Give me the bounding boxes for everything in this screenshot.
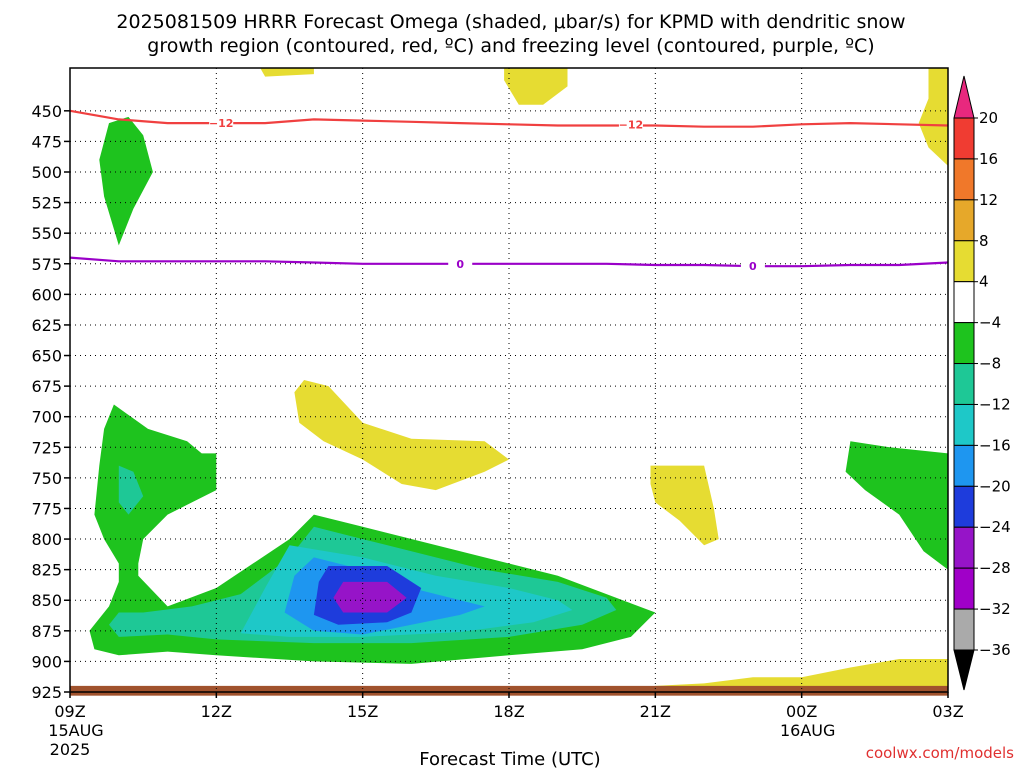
omega-region-6 xyxy=(845,441,948,570)
omega-region-3 xyxy=(99,116,153,246)
omega-region-7 xyxy=(655,659,948,692)
x-tick-label-12Z: 12Z xyxy=(201,702,232,721)
surface-band xyxy=(70,685,948,696)
x-tick-label-00Z: 00Z xyxy=(786,702,817,721)
y-tick-label-575: 575 xyxy=(31,255,62,274)
terrain-band xyxy=(70,685,948,696)
chart-title-line1: 2025081509 HRRR Forecast Omega (shaded, … xyxy=(116,11,905,33)
y-tick-label-475: 475 xyxy=(31,132,62,151)
y-tick-label-825: 825 xyxy=(31,561,62,580)
colorbar-label-0: 20 xyxy=(979,109,998,127)
y-tick-label-675: 675 xyxy=(31,377,62,396)
contour-label-bg-0 xyxy=(209,116,234,130)
colorbar-label-7: −12 xyxy=(979,395,1011,413)
contour-label-1: −12 xyxy=(619,118,644,131)
x-tick-label-03Z: 03Z xyxy=(932,702,963,721)
omega-region-5 xyxy=(650,465,719,546)
y-tick-label-900: 900 xyxy=(31,652,62,671)
colorbar-bin-10 xyxy=(953,526,975,569)
contour-label-bg-3 xyxy=(740,259,765,273)
y-tick-label-500: 500 xyxy=(31,163,62,182)
colorbar-label-2: 12 xyxy=(979,191,998,209)
y-tick-label-850: 850 xyxy=(31,591,62,610)
x-axis-label: Forecast Time (UTC) xyxy=(419,749,600,768)
contour-label-bg-2 xyxy=(448,256,473,270)
colorbar-label-3: 8 xyxy=(979,232,989,250)
chart-title-line2: growth region (contoured, red, ºC) and f… xyxy=(147,35,874,57)
colorbar-label-6: −8 xyxy=(979,355,1001,373)
colorbar-bin-9 xyxy=(953,485,975,528)
colorbar-bin-2 xyxy=(953,199,975,242)
y-tick-label-800: 800 xyxy=(31,530,62,549)
y-tick-label-725: 725 xyxy=(31,438,62,457)
omega-region-0 xyxy=(260,68,314,77)
colorbar-label-1: 16 xyxy=(979,150,998,168)
x-tick-label-15Z: 15Z xyxy=(347,702,378,721)
y-tick-label-875: 875 xyxy=(31,622,62,641)
colorbar-bin-0 xyxy=(953,117,975,160)
x-tick-year-09Z: 2025 xyxy=(50,740,91,759)
contour-line-1 xyxy=(69,256,949,268)
colorbar-bin-4 xyxy=(953,281,975,324)
y-axis: 450 475 500 525 550 575 600 625 650 675 700 725 750 7… xyxy=(31,102,70,702)
omega-region-4 xyxy=(294,380,509,491)
colorbar-bin-8 xyxy=(953,444,975,487)
omega-region-14 xyxy=(333,581,407,613)
colorbar-label-8: −16 xyxy=(979,436,1011,454)
x-tick-date-09Z: 15AUG xyxy=(48,721,103,740)
contour-label-0: −12 xyxy=(209,117,234,130)
y-tick-label-925: 925 xyxy=(31,683,62,702)
omega-region-2 xyxy=(918,68,948,166)
y-tick-label-700: 700 xyxy=(31,408,62,427)
omega-region-1 xyxy=(504,68,568,105)
colorbar-bin-5 xyxy=(953,322,975,365)
contour-label-bg-1 xyxy=(618,117,643,131)
y-tick-label-775: 775 xyxy=(31,499,62,518)
x-tick-label-09Z: 09Z xyxy=(54,702,85,721)
y-tick-label-450: 450 xyxy=(31,102,62,121)
colorbar-bin-11 xyxy=(953,567,975,610)
colorbar-top-arrow xyxy=(953,75,975,119)
colorbar-label-13: −36 xyxy=(979,641,1011,659)
omega-shaded-regions xyxy=(89,68,948,692)
x-tick-label-18Z: 18Z xyxy=(493,702,524,721)
colorbar-label-11: −28 xyxy=(979,559,1011,577)
colorbar-bottom-arrow xyxy=(953,649,975,691)
colorbar-label-4: 4 xyxy=(979,273,989,291)
credit-text: coolwx.com/models xyxy=(866,744,1014,762)
colorbar-label-10: −24 xyxy=(979,518,1011,536)
y-tick-label-750: 750 xyxy=(31,469,62,488)
colorbar-bin-7 xyxy=(953,403,975,446)
y-tick-label-650: 650 xyxy=(31,347,62,366)
colorbar-label-9: −20 xyxy=(979,477,1011,495)
x-tick-label-21Z: 21Z xyxy=(640,702,671,721)
grid-lines xyxy=(70,68,948,693)
x-tick-date-00Z: 16AUG xyxy=(780,721,835,740)
y-tick-label-525: 525 xyxy=(31,194,62,213)
colorbar-bin-1 xyxy=(953,158,975,201)
colorbar-label-12: −32 xyxy=(979,600,1011,618)
y-tick-label-550: 550 xyxy=(31,224,62,243)
colorbar-label-5: −4 xyxy=(979,314,1001,332)
contour-labels: −12 −12 0 0 xyxy=(209,116,765,273)
colorbar-bin-12 xyxy=(953,608,975,651)
colorbar: 20 16 12 8 4 −4 −8 −12 −16 −20 −24 −28 −32 −36 xyxy=(953,75,1011,691)
y-tick-label-600: 600 xyxy=(31,285,62,304)
y-tick-label-625: 625 xyxy=(31,316,62,335)
omega-region-9 xyxy=(118,465,144,515)
colorbar-bin-3 xyxy=(953,240,975,283)
contour-label-2: 0 xyxy=(456,258,464,271)
colorbar-bin-6 xyxy=(953,363,975,405)
contour-label-3: 0 xyxy=(749,260,757,273)
